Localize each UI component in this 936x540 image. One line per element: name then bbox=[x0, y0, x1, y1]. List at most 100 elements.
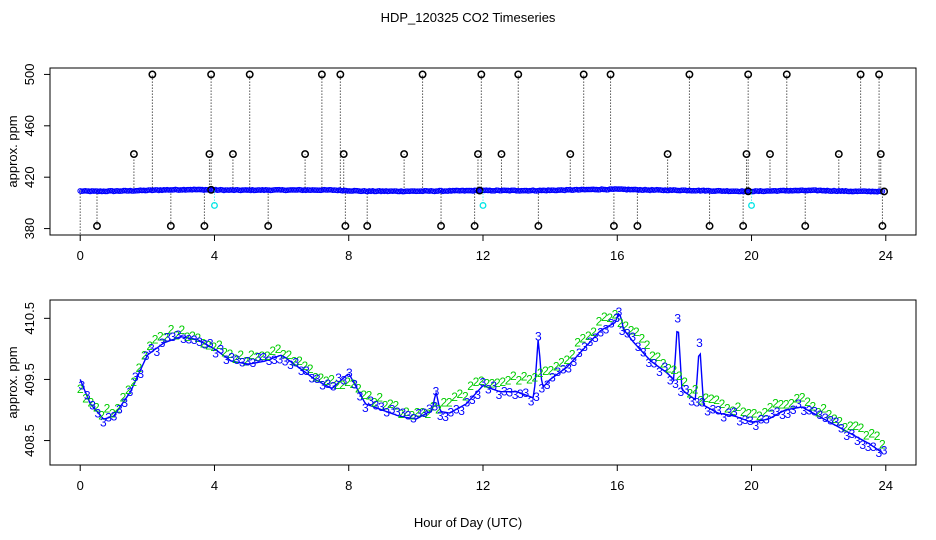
series-2-marker: 2 bbox=[259, 349, 266, 363]
series-2-marker: 2 bbox=[243, 355, 250, 369]
series-3-marker: 3 bbox=[218, 343, 225, 357]
series-3-marker: 3 bbox=[736, 415, 743, 429]
series-3-marker: 3 bbox=[608, 317, 615, 331]
series-3-marker: 3 bbox=[613, 311, 620, 325]
series-3-marker: 3 bbox=[571, 355, 578, 369]
series-3-marker: 3 bbox=[490, 379, 497, 393]
series-3-marker: 3 bbox=[817, 408, 824, 422]
series-2-marker: 2 bbox=[660, 357, 667, 371]
series-3-marker: 3 bbox=[421, 406, 428, 420]
series-2-marker: 2 bbox=[435, 403, 442, 417]
series-3-marker: 3 bbox=[763, 412, 770, 426]
series-3-marker: 3 bbox=[105, 410, 112, 424]
series-3-peak-marker: 3 bbox=[535, 330, 542, 344]
baseline-marker-point bbox=[207, 185, 216, 194]
series-2-marker: 2 bbox=[553, 359, 560, 373]
series-2-marker: 2 bbox=[366, 389, 373, 403]
series-3-marker: 3 bbox=[704, 405, 711, 419]
excursion-point bbox=[200, 222, 209, 230]
series-3-marker: 3 bbox=[667, 373, 674, 387]
series-3-peak-marker: 3 bbox=[433, 385, 440, 399]
series-2-marker: 2 bbox=[617, 316, 624, 330]
series-2-marker: 2 bbox=[810, 400, 817, 414]
series-2-marker: 2 bbox=[430, 400, 437, 414]
series-3-marker: 3 bbox=[357, 390, 364, 404]
series-3-marker: 3 bbox=[843, 429, 850, 443]
x-tick-label: 0 bbox=[77, 478, 84, 493]
series-3-marker: 3 bbox=[191, 333, 198, 347]
series-2-marker: 2 bbox=[360, 388, 367, 402]
series-3-marker: 3 bbox=[389, 403, 396, 417]
series-2-marker: 2 bbox=[291, 355, 298, 369]
series-2-marker: 2 bbox=[622, 319, 629, 333]
series-2-marker: 2 bbox=[713, 393, 720, 407]
series-2-marker: 2 bbox=[521, 369, 528, 383]
series-3-marker: 3 bbox=[538, 382, 545, 396]
series-2-marker: 2 bbox=[515, 373, 522, 387]
series-2-marker: 2 bbox=[879, 437, 886, 451]
series-3-marker: 3 bbox=[528, 395, 535, 409]
series-2-marker: 2 bbox=[221, 346, 228, 360]
excursion-point bbox=[742, 150, 751, 159]
x-axis-label: Hour of Day (UTC) bbox=[414, 515, 522, 530]
x-tick-label: 16 bbox=[610, 478, 624, 493]
series-2-marker: 2 bbox=[446, 396, 453, 410]
excursion-point bbox=[470, 222, 479, 230]
series-3-marker: 3 bbox=[116, 402, 123, 416]
excursion-point bbox=[341, 222, 350, 230]
series-3-marker: 3 bbox=[624, 326, 631, 340]
series-2-marker: 2 bbox=[836, 415, 843, 429]
series-2-marker: 2 bbox=[285, 348, 292, 362]
series-3-marker: 3 bbox=[169, 330, 176, 344]
series-2-marker: 2 bbox=[323, 374, 330, 388]
series-3-marker: 3 bbox=[587, 335, 594, 349]
series-2-marker: 2 bbox=[644, 338, 651, 352]
series-3-marker: 3 bbox=[875, 446, 882, 460]
series-2-marker: 2 bbox=[457, 387, 464, 401]
excursion-point bbox=[609, 222, 618, 230]
series-3-marker: 3 bbox=[287, 358, 294, 372]
series-3-marker: 3 bbox=[549, 371, 556, 385]
series-3-marker: 3 bbox=[833, 415, 840, 429]
cyan-point bbox=[748, 202, 755, 209]
baseline-point bbox=[197, 186, 204, 193]
series-2-marker: 2 bbox=[633, 325, 640, 339]
series-2-marker: 2 bbox=[788, 396, 795, 410]
series-3-marker: 3 bbox=[159, 336, 166, 350]
series-2-marker: 2 bbox=[724, 402, 731, 416]
series-2-marker: 2 bbox=[735, 400, 742, 414]
excursion-point bbox=[579, 70, 588, 79]
series-3-marker: 3 bbox=[132, 370, 139, 384]
y-tick-label: 420 bbox=[22, 166, 37, 188]
series-3-marker: 3 bbox=[186, 333, 193, 347]
series-2-marker: 2 bbox=[729, 404, 736, 418]
excursion-point bbox=[264, 222, 273, 230]
series-3-marker: 3 bbox=[234, 353, 241, 367]
series-2-marker: 2 bbox=[740, 405, 747, 419]
series-2-marker: 2 bbox=[152, 332, 159, 346]
series-2-marker: 2 bbox=[403, 405, 410, 419]
series-3-marker: 3 bbox=[629, 330, 636, 344]
series-3-marker: 3 bbox=[351, 377, 358, 391]
series-3-marker: 3 bbox=[795, 397, 802, 411]
x-tick-label: 20 bbox=[744, 248, 758, 263]
series-2-marker: 2 bbox=[280, 348, 287, 362]
series-3-marker: 3 bbox=[752, 419, 759, 433]
excursion-point bbox=[228, 150, 237, 159]
series-2-marker: 2 bbox=[205, 339, 212, 353]
series-3-marker: 3 bbox=[496, 388, 503, 402]
series-3-marker: 3 bbox=[415, 407, 422, 421]
series-2-marker: 2 bbox=[312, 371, 319, 385]
series-2-marker: 2 bbox=[564, 353, 571, 367]
series-2-marker: 2 bbox=[408, 408, 415, 422]
x-tick-label: 0 bbox=[77, 248, 84, 263]
series-3-marker: 3 bbox=[239, 356, 246, 370]
x-tick-label: 20 bbox=[744, 478, 758, 493]
series-2-marker: 2 bbox=[398, 407, 405, 421]
baseline-marker-point bbox=[475, 186, 484, 195]
series-3-marker: 3 bbox=[298, 364, 305, 378]
series-2-marker: 2 bbox=[831, 412, 838, 426]
excursion-point bbox=[477, 70, 486, 79]
series-2-marker: 2 bbox=[462, 390, 469, 404]
excursion-point bbox=[205, 150, 214, 159]
